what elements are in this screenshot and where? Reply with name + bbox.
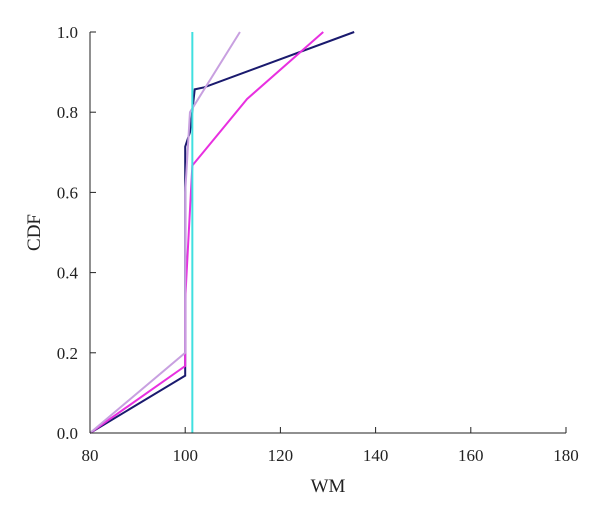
x-tick-label: 180	[553, 446, 579, 465]
x-tick-label: 160	[458, 446, 484, 465]
series-layer	[89, 31, 355, 434]
y-tick-label: 0.8	[57, 103, 78, 122]
x-tick-label: 80	[82, 446, 99, 465]
y-axis-ticks: 0.0 0.2 0.4 0.6 0.8 1.0	[57, 23, 96, 443]
y-axis-title: CDF	[24, 214, 45, 251]
x-axis-ticks: 80 100 120 140 160 180	[82, 427, 579, 465]
y-tick-label: 1.0	[57, 23, 78, 42]
series-line-3	[89, 31, 241, 434]
x-tick-label: 140	[363, 446, 389, 465]
x-tick-label: 100	[172, 446, 198, 465]
series-line-2	[89, 31, 324, 434]
y-tick-label: 0.0	[57, 424, 78, 443]
x-axis-title: WM	[311, 476, 346, 497]
y-tick-label: 0.6	[57, 183, 78, 202]
x-tick-label: 120	[268, 446, 294, 465]
y-tick-label: 0.4	[57, 264, 79, 283]
y-tick-label: 0.2	[57, 344, 78, 363]
series-line-1	[89, 31, 355, 434]
